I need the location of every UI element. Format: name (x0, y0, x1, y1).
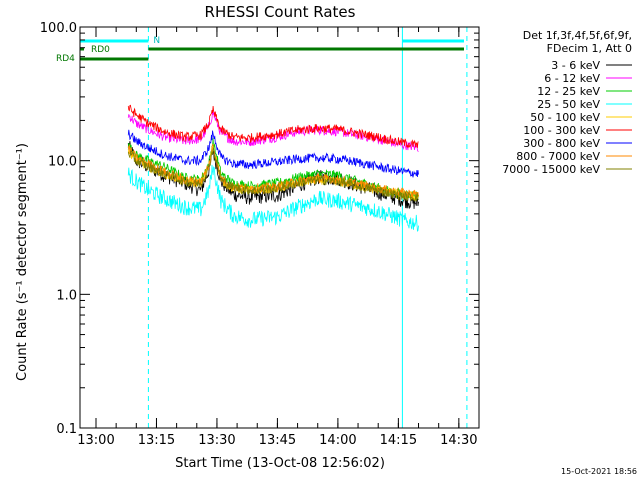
y-tick-label: 1.0 (56, 288, 77, 303)
y-tick-label: 0.1 (56, 422, 77, 437)
legend-label-8: 800 - 7000 keV (516, 150, 600, 163)
label-rd4: RD4 (56, 54, 75, 64)
legend-header-line-1: Det 1f,3f,4f,5f,6f,9f, (523, 29, 632, 42)
legend-label-5: 50 - 100 keV (530, 111, 600, 124)
label-n: N (153, 36, 160, 46)
x-tick-label: 13:30 (198, 433, 235, 448)
legend-label-9: 7000 - 15000 keV (502, 163, 600, 176)
legend: Det 1f,3f,4f,5f,6f,9f, FDecim 1, Att 0 3… (502, 29, 632, 176)
series-line-6 (127, 104, 419, 148)
x-tick-label: 13:15 (138, 433, 175, 448)
series-line-9 (127, 147, 419, 202)
x-tick-label: 13:45 (259, 433, 296, 448)
x-axis-label: Start Time (13-Oct-08 12:56:02) (175, 456, 385, 471)
y-tick-label: 10.0 (48, 155, 77, 170)
footer-date: 15-Oct-2021 18:56 (561, 467, 637, 476)
y-axis-label: Count Rate (s⁻¹ detector segment⁻¹) (15, 143, 30, 381)
series-line-4 (127, 164, 419, 232)
legend-label-2: 6 - 12 keV (544, 72, 600, 85)
series-line-7 (127, 129, 419, 178)
legend-label-4: 25 - 50 keV (537, 98, 600, 111)
legend-header-line-2: FDecim 1, Att 0 (547, 42, 632, 55)
plot-frame (79, 26, 480, 429)
legend-label-3: 12 - 25 keV (537, 85, 600, 98)
legend-label-7: 300 - 800 keV (523, 137, 600, 150)
chart-title: RHESSI Count Rates (205, 3, 356, 21)
legend-label-6: 100 - 300 keV (523, 124, 600, 137)
x-tick-label: 14:00 (319, 433, 356, 448)
x-tick-label: 13:00 (77, 433, 114, 448)
x-tick-label: 14:15 (380, 433, 417, 448)
x-tick-label: 14:30 (440, 433, 477, 448)
legend-label-1: 3 - 6 keV (551, 59, 600, 72)
y-tick-label: 100.0 (40, 21, 77, 36)
label-rd0: RD0 (91, 45, 110, 55)
